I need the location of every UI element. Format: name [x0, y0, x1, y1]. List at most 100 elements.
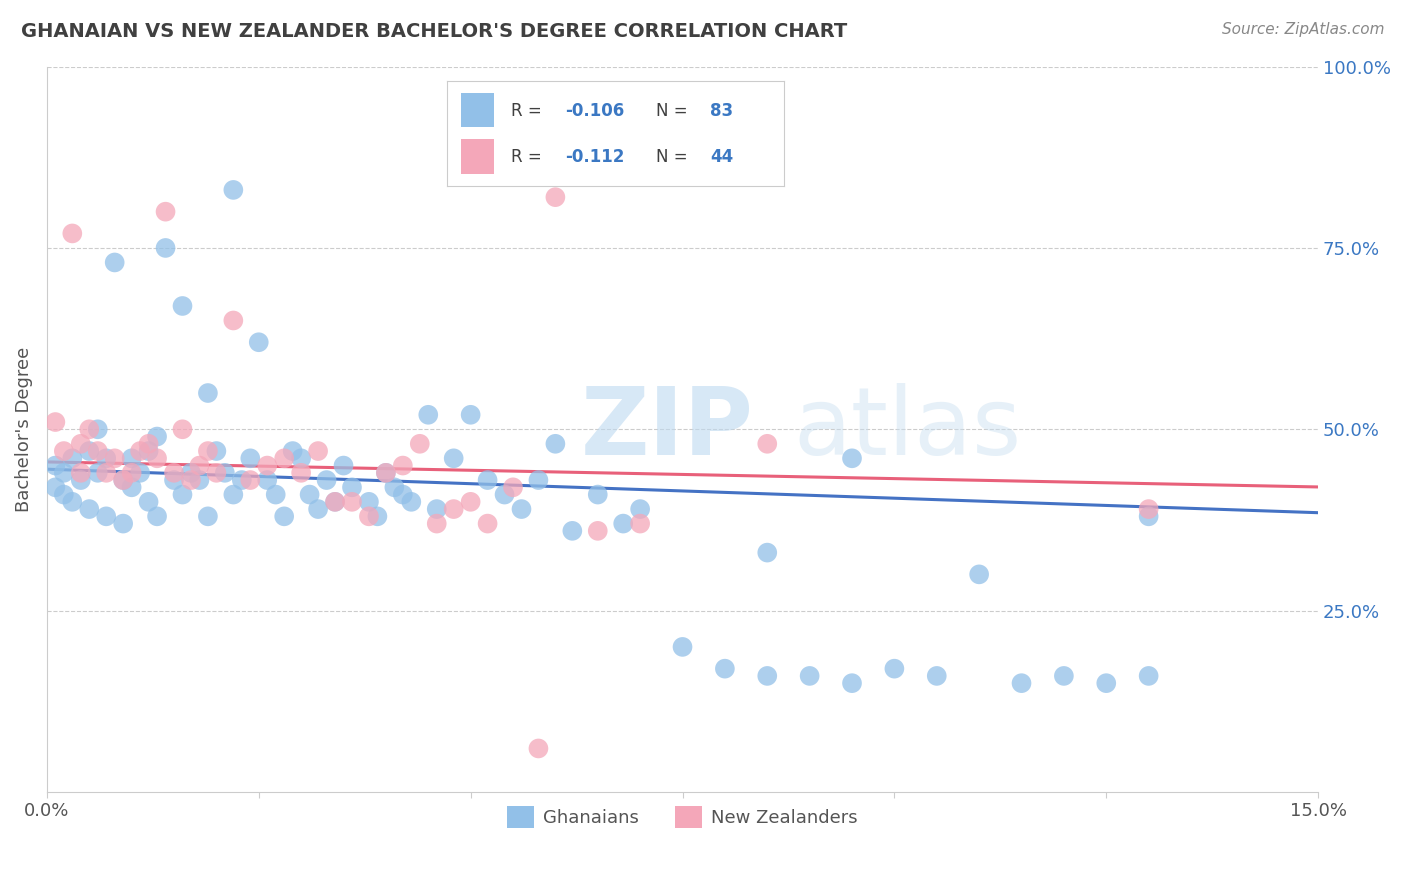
Ghanaians: [87, 422, 110, 436]
New Zealanders: [87, 444, 110, 458]
Ghanaians: [1053, 669, 1076, 683]
New Zealanders: [52, 444, 75, 458]
New Zealanders: [69, 466, 91, 480]
New Zealanders: [222, 313, 245, 327]
New Zealanders: [163, 466, 186, 480]
New Zealanders: [188, 458, 211, 473]
Ghanaians: [138, 444, 160, 458]
New Zealanders: [443, 502, 465, 516]
New Zealanders: [323, 495, 346, 509]
Ghanaians: [426, 502, 449, 516]
New Zealanders: [502, 480, 524, 494]
Ghanaians: [799, 669, 821, 683]
Legend: Ghanaians, New Zealanders: Ghanaians, New Zealanders: [501, 798, 865, 835]
Ghanaians: [510, 502, 533, 516]
Ghanaians: [281, 444, 304, 458]
Ghanaians: [77, 444, 100, 458]
Ghanaians: [112, 473, 135, 487]
Ghanaians: [163, 473, 186, 487]
Ghanaians: [527, 473, 550, 487]
Ghanaians: [172, 299, 194, 313]
Ghanaians: [256, 473, 278, 487]
Ghanaians: [112, 516, 135, 531]
New Zealanders: [460, 495, 482, 509]
Ghanaians: [382, 480, 405, 494]
New Zealanders: [205, 466, 228, 480]
Ghanaians: [155, 241, 177, 255]
Ghanaians: [96, 451, 118, 466]
Ghanaians: [612, 516, 634, 531]
Ghanaians: [357, 495, 380, 509]
New Zealanders: [307, 444, 329, 458]
Ghanaians: [714, 662, 737, 676]
Ghanaians: [586, 487, 609, 501]
Ghanaians: [222, 487, 245, 501]
Ghanaians: [264, 487, 287, 501]
New Zealanders: [121, 466, 143, 480]
New Zealanders: [172, 422, 194, 436]
Ghanaians: [883, 662, 905, 676]
Ghanaians: [671, 640, 693, 654]
Ghanaians: [60, 451, 83, 466]
New Zealanders: [155, 204, 177, 219]
New Zealanders: [138, 437, 160, 451]
Ghanaians: [401, 495, 423, 509]
Ghanaians: [756, 669, 779, 683]
Ghanaians: [69, 473, 91, 487]
New Zealanders: [1137, 502, 1160, 516]
Ghanaians: [418, 408, 440, 422]
Ghanaians: [44, 458, 66, 473]
New Zealanders: [392, 458, 415, 473]
New Zealanders: [357, 509, 380, 524]
Ghanaians: [247, 335, 270, 350]
Ghanaians: [841, 451, 863, 466]
Ghanaians: [315, 473, 337, 487]
New Zealanders: [112, 473, 135, 487]
Ghanaians: [121, 451, 143, 466]
New Zealanders: [756, 437, 779, 451]
Ghanaians: [756, 546, 779, 560]
Ghanaians: [121, 480, 143, 494]
Ghanaians: [96, 509, 118, 524]
Ghanaians: [77, 502, 100, 516]
Y-axis label: Bachelor's Degree: Bachelor's Degree: [15, 347, 32, 512]
New Zealanders: [96, 466, 118, 480]
Ghanaians: [214, 466, 236, 480]
Ghanaians: [129, 466, 152, 480]
New Zealanders: [409, 437, 432, 451]
Ghanaians: [52, 487, 75, 501]
New Zealanders: [290, 466, 312, 480]
Ghanaians: [392, 487, 415, 501]
Ghanaians: [1095, 676, 1118, 690]
Ghanaians: [197, 509, 219, 524]
New Zealanders: [44, 415, 66, 429]
Text: Source: ZipAtlas.com: Source: ZipAtlas.com: [1222, 22, 1385, 37]
Ghanaians: [340, 480, 363, 494]
New Zealanders: [426, 516, 449, 531]
Ghanaians: [188, 473, 211, 487]
New Zealanders: [256, 458, 278, 473]
New Zealanders: [374, 466, 396, 480]
Ghanaians: [366, 509, 388, 524]
New Zealanders: [104, 451, 127, 466]
New Zealanders: [69, 437, 91, 451]
Ghanaians: [628, 502, 651, 516]
Ghanaians: [544, 437, 567, 451]
New Zealanders: [239, 473, 262, 487]
Ghanaians: [477, 473, 499, 487]
Ghanaians: [1137, 669, 1160, 683]
Ghanaians: [87, 466, 110, 480]
Ghanaians: [374, 466, 396, 480]
Ghanaians: [925, 669, 948, 683]
Ghanaians: [298, 487, 321, 501]
Ghanaians: [494, 487, 516, 501]
Ghanaians: [197, 386, 219, 401]
Ghanaians: [1011, 676, 1033, 690]
Ghanaians: [239, 451, 262, 466]
Ghanaians: [172, 487, 194, 501]
Ghanaians: [138, 495, 160, 509]
Ghanaians: [273, 509, 295, 524]
Ghanaians: [104, 255, 127, 269]
Ghanaians: [307, 502, 329, 516]
New Zealanders: [77, 422, 100, 436]
